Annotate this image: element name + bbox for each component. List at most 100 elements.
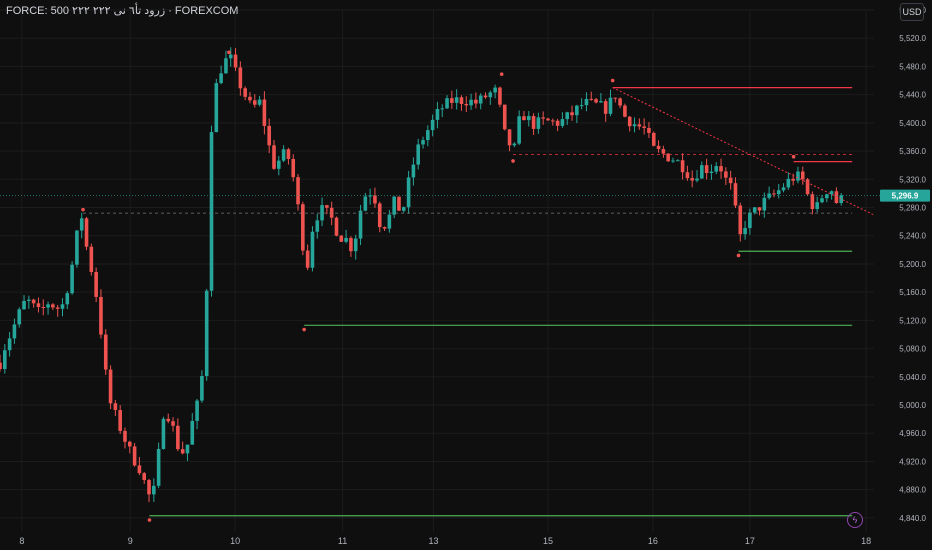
candle bbox=[767, 193, 771, 198]
y-tick-label: 5,440.0 bbox=[899, 91, 926, 100]
candle bbox=[12, 324, 17, 339]
candle bbox=[695, 178, 699, 181]
candle bbox=[272, 145, 276, 169]
candle bbox=[651, 132, 656, 146]
pivot-marker bbox=[511, 159, 515, 163]
x-tick-label: 18 bbox=[861, 536, 871, 546]
candle bbox=[825, 194, 829, 199]
pivot-marker bbox=[302, 327, 306, 332]
candle bbox=[637, 124, 642, 127]
candle bbox=[118, 410, 122, 431]
y-tick-label: 5,360.0 bbox=[899, 147, 926, 156]
candle bbox=[493, 87, 497, 93]
candle bbox=[430, 119, 435, 131]
candle bbox=[320, 205, 324, 221]
lightning-icon[interactable]: ϟ bbox=[847, 512, 863, 528]
candle bbox=[411, 164, 416, 178]
candle bbox=[267, 125, 271, 146]
candle bbox=[233, 54, 238, 68]
candle bbox=[224, 58, 228, 74]
pivot-marker bbox=[499, 72, 504, 76]
y-tick-label: 5,280.0 bbox=[899, 204, 926, 213]
candle bbox=[137, 465, 142, 474]
x-tick-label: 15 bbox=[543, 536, 553, 546]
candle bbox=[800, 171, 805, 180]
candle bbox=[570, 112, 574, 116]
x-tick-label: 9 bbox=[128, 536, 133, 546]
candle bbox=[680, 160, 685, 173]
candle bbox=[498, 87, 502, 105]
candle bbox=[387, 214, 392, 229]
candle bbox=[200, 375, 204, 401]
candle bbox=[685, 172, 690, 179]
x-tick-label: 16 bbox=[648, 536, 658, 546]
candle bbox=[671, 160, 675, 162]
y-tick-label: 5,320.0 bbox=[899, 175, 926, 184]
candle bbox=[709, 171, 714, 174]
candle bbox=[829, 191, 834, 195]
candle bbox=[536, 117, 541, 129]
candle bbox=[584, 98, 589, 106]
x-tick-label: 10 bbox=[230, 536, 240, 546]
candle bbox=[623, 105, 627, 117]
candle bbox=[488, 92, 493, 98]
candle bbox=[483, 95, 488, 98]
candle bbox=[551, 120, 555, 122]
candle bbox=[190, 420, 195, 445]
candle bbox=[560, 119, 565, 126]
candle bbox=[127, 441, 132, 447]
candle bbox=[286, 149, 291, 159]
pivot-marker bbox=[791, 154, 796, 159]
candle bbox=[195, 400, 199, 421]
candle bbox=[108, 369, 113, 404]
candle bbox=[522, 116, 526, 121]
candle bbox=[469, 99, 473, 106]
candle bbox=[353, 238, 358, 252]
candle bbox=[358, 210, 363, 239]
candle bbox=[627, 116, 632, 127]
candle bbox=[810, 194, 815, 210]
candle bbox=[51, 304, 55, 308]
candle bbox=[796, 171, 800, 181]
candle bbox=[700, 165, 704, 179]
candle bbox=[99, 296, 103, 335]
x-tick-label: 17 bbox=[745, 536, 755, 546]
candle bbox=[435, 109, 440, 120]
y-tick-label: 5,520.0 bbox=[899, 34, 926, 43]
candle bbox=[204, 290, 209, 376]
candle bbox=[219, 73, 223, 84]
candle bbox=[656, 145, 661, 150]
candle bbox=[65, 293, 70, 305]
candle bbox=[243, 88, 247, 97]
candle bbox=[526, 116, 531, 121]
last-price-badge bbox=[880, 189, 930, 202]
candle bbox=[445, 98, 449, 109]
candle bbox=[17, 309, 22, 325]
candle bbox=[406, 177, 411, 208]
candle bbox=[618, 98, 622, 106]
last-price-label: 5,296.9 bbox=[892, 192, 919, 201]
candle bbox=[46, 304, 50, 308]
trendline bbox=[612, 87, 874, 216]
candle bbox=[305, 250, 310, 268]
pivot-marker bbox=[81, 207, 85, 212]
x-tick-label: 8 bbox=[19, 536, 24, 546]
y-tick-label: 4,920.0 bbox=[899, 457, 926, 466]
candle bbox=[94, 271, 98, 297]
candle bbox=[180, 449, 185, 454]
candle bbox=[75, 230, 79, 265]
candle bbox=[738, 205, 743, 235]
candle bbox=[608, 97, 613, 114]
candle bbox=[329, 207, 334, 218]
candle bbox=[142, 473, 147, 481]
candle bbox=[0, 362, 2, 370]
y-tick-label: 4,880.0 bbox=[899, 486, 926, 495]
candle bbox=[555, 120, 560, 126]
currency-button[interactable]: USD bbox=[900, 3, 924, 21]
candle bbox=[647, 127, 651, 133]
y-tick-label: 5,040.0 bbox=[899, 373, 926, 382]
y-tick-label: 5,240.0 bbox=[899, 232, 926, 241]
candle bbox=[776, 190, 781, 195]
candle bbox=[113, 403, 118, 411]
